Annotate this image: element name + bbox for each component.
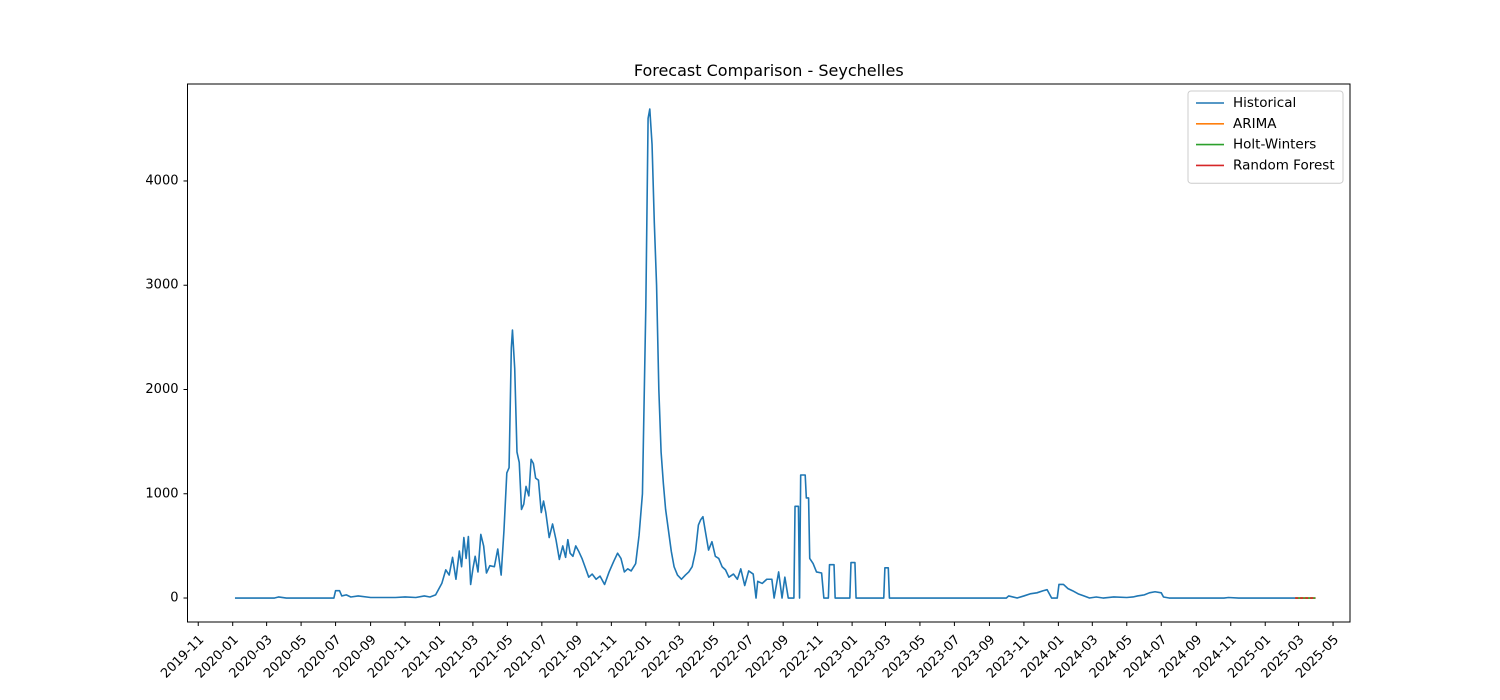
legend-label: Random Forest: [1233, 157, 1335, 173]
y-tick-label: 2000: [145, 382, 178, 397]
legend-label: Historical: [1233, 95, 1296, 111]
y-tick-label: 4000: [145, 173, 178, 188]
plot-frame: [187, 83, 1351, 623]
x-axis: 2019-112020-012020-032020-052020-072020-…: [158, 622, 1342, 681]
y-tick-label: 3000: [145, 278, 178, 293]
y-tick-label: 1000: [145, 486, 178, 501]
y-axis: 0 1000 2000 3000 4000: [145, 173, 188, 606]
legend-box: [1187, 90, 1344, 184]
series-line-historical: [234, 108, 1296, 599]
legend-label: Holt-Winters: [1233, 137, 1316, 153]
series-layer: [234, 108, 1316, 599]
y-tick-label: 0: [170, 591, 178, 606]
legend: Historical ARIMA Holt-Winters Random Forest: [1187, 90, 1344, 184]
legend-label: ARIMA: [1233, 116, 1277, 132]
chart-title: Forecast Comparison - Seychelles: [634, 61, 904, 80]
